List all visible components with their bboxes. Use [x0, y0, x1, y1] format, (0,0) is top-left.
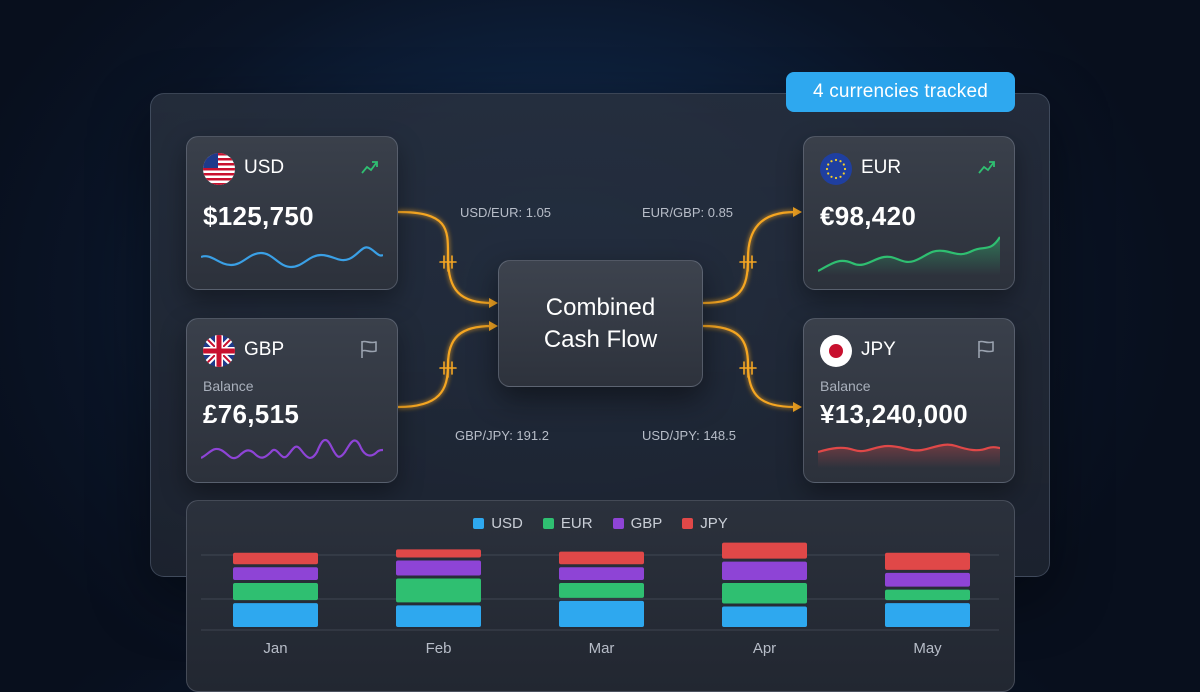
usd-sparkline [201, 246, 383, 269]
combined-cash-flow-node[interactable]: Combined Cash Flow [498, 260, 703, 387]
bar-plot: Jan Feb Mar Apr May [201, 542, 999, 657]
bar-segment-eur-jan[interactable] [233, 582, 318, 601]
bar-segment-eur-may[interactable] [885, 589, 970, 601]
bar-segment-eur-feb[interactable] [396, 578, 481, 603]
bar-segment-eur-mar[interactable] [559, 582, 644, 598]
jp-flag-icon [820, 335, 852, 367]
signal-marker-icon [739, 252, 757, 272]
legend-item-usd[interactable]: USD [473, 515, 523, 532]
bar-segment-eur-apr[interactable] [722, 582, 807, 604]
currency-code: USD [244, 157, 285, 178]
flow-connectors [397, 207, 802, 412]
legend-swatch [542, 518, 554, 529]
bar-segment-usd-apr[interactable] [722, 606, 807, 627]
legend-label: USD [491, 515, 523, 532]
currency-card-gbp[interactable]: GBP Balance £76,515 [186, 318, 398, 483]
legend-item-eur[interactable]: EUR [542, 515, 593, 532]
currency-card-usd[interactable]: USD $125,750 [186, 136, 398, 290]
currency-amount: ¥13,240,000 [820, 399, 968, 429]
legend-item-jpy[interactable]: JPY [682, 515, 728, 532]
bar-segment-usd-feb[interactable] [396, 605, 481, 627]
rate-usd-jpy: USD/JPY: 148.5 [642, 428, 736, 443]
bar-segment-jpy-mar[interactable] [559, 551, 644, 565]
arrow-head [489, 298, 498, 308]
trend-up-icon [361, 161, 378, 174]
bar-segment-jpy-jan[interactable] [233, 552, 318, 565]
bar-segment-usd-jan[interactable] [233, 603, 318, 627]
legend-swatch [473, 518, 485, 529]
currency-code: EUR [861, 157, 902, 178]
legend-swatch [682, 518, 694, 529]
bar-segment-usd-may[interactable] [885, 603, 970, 627]
signal-marker-icon [439, 358, 457, 378]
arrow-head [489, 321, 498, 331]
flag-icon[interactable] [359, 339, 379, 359]
currency-amount: $125,750 [203, 201, 314, 231]
eu-flag-icon [820, 153, 852, 185]
currency-amount: €98,420 [820, 201, 917, 231]
x-tick-label: Apr [753, 640, 776, 657]
legend-label: JPY [700, 515, 728, 532]
x-tick-label: Feb [426, 640, 452, 657]
us-flag-icon [203, 153, 235, 185]
bar-segment-gbp-mar[interactable] [559, 567, 644, 580]
x-tick-label: May [913, 640, 942, 657]
combined-cash-flow-label: Combined Cash Flow [543, 293, 658, 353]
signal-marker-icon [739, 358, 757, 378]
currency-code: GBP [244, 339, 285, 360]
balance-label: Balance [820, 378, 871, 394]
bar-segment-usd-mar[interactable] [559, 600, 644, 627]
bar-segment-gbp-feb[interactable] [396, 560, 481, 576]
eur-sparkline [818, 236, 1000, 275]
legend-swatch [612, 518, 624, 529]
flow-gbp-to-center [397, 324, 493, 409]
chart-legend: USD EUR GBP JPY [187, 515, 1014, 532]
bar-segment-gbp-apr[interactable] [722, 561, 807, 580]
flow-center-to-eur [702, 210, 796, 305]
currency-code: JPY [861, 339, 896, 360]
currency-amount: £76,515 [203, 399, 300, 429]
bar-segment-gbp-jan[interactable] [233, 567, 318, 580]
balance-label: Balance [203, 378, 254, 394]
trend-up-icon [978, 161, 995, 174]
rate-usd-eur: USD/EUR: 1.05 [460, 205, 552, 220]
flag-icon[interactable] [976, 339, 996, 359]
uk-flag-icon [203, 335, 235, 367]
bar-segment-jpy-apr[interactable] [722, 542, 807, 559]
legend-label: GBP [630, 515, 663, 532]
flow-center-to-jpy [702, 324, 796, 409]
signal-marker-icon [439, 252, 457, 272]
rate-gbp-jpy: GBP/JPY: 191.2 [455, 428, 549, 443]
currency-card-jpy[interactable]: JPY Balance ¥13,240,000 [803, 318, 1015, 483]
bar-segment-jpy-feb[interactable] [396, 549, 481, 558]
monthly-stacked-bar-chart: USD EUR GBP JPY Jan Feb Mar Apr May [186, 500, 1015, 692]
bar-segment-jpy-may[interactable] [885, 552, 970, 570]
arrow-head [793, 207, 802, 217]
rate-eur-gbp: EUR/GBP: 0.85 [642, 205, 734, 220]
currency-card-eur[interactable]: EUR €98,420 [803, 136, 1015, 290]
currencies-tracked-badge: 4 currencies tracked [786, 72, 1015, 112]
x-tick-label: Mar [589, 640, 615, 657]
x-tick-label: Jan [263, 640, 287, 657]
bar-segment-gbp-may[interactable] [885, 572, 970, 587]
flow-usd-to-center [397, 210, 493, 305]
arrow-head [793, 402, 802, 412]
legend-item-gbp[interactable]: GBP [612, 515, 663, 532]
jpy-sparkline [818, 443, 1000, 468]
legend-label: EUR [560, 515, 593, 532]
gbp-sparkline [201, 438, 383, 460]
